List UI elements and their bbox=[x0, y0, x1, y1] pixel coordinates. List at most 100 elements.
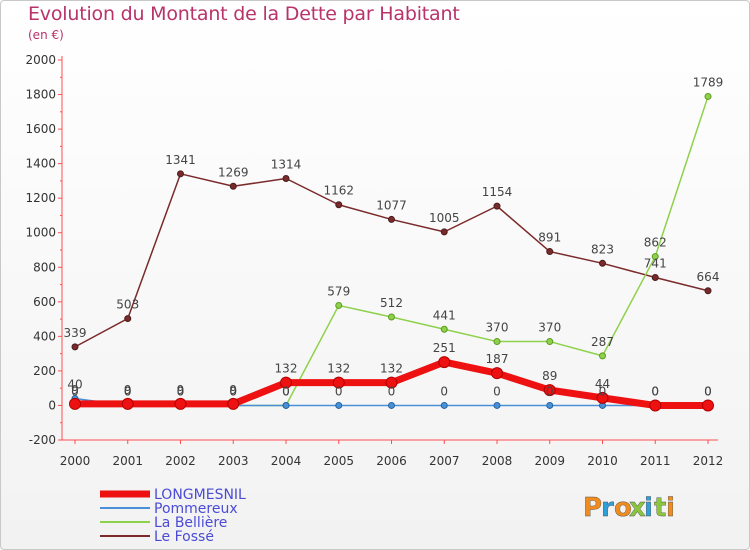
y-tick-label: 400 bbox=[33, 329, 56, 343]
la-belliere-point bbox=[651, 253, 659, 261]
longmesnil-value-label: 187 bbox=[486, 352, 509, 366]
y-tick-label: 1200 bbox=[25, 191, 56, 205]
le-fosse-point bbox=[493, 202, 501, 210]
la-belliere-value-label: 862 bbox=[644, 236, 667, 250]
le-fosse-value-label: 339 bbox=[64, 326, 87, 340]
le-fosse-value-label: 1077 bbox=[376, 198, 407, 212]
x-tick-label: 2001 bbox=[112, 454, 143, 468]
pommereux-value-label: 0 bbox=[493, 384, 501, 398]
y-tick-label: 0 bbox=[48, 398, 56, 412]
longmesnil-value-label: 132 bbox=[327, 362, 350, 376]
la-belliere-value-label: 512 bbox=[380, 296, 403, 310]
legend-label-la-belliere: La Bellière bbox=[154, 515, 227, 531]
x-tick-label: 2004 bbox=[271, 454, 302, 468]
le-fosse-value-label: 1154 bbox=[482, 185, 513, 199]
y-tick-label: 1400 bbox=[25, 157, 56, 171]
la-belliere-value-label: 0 bbox=[282, 384, 290, 398]
chart-title: Evolution du Montant de la Dette par Hab… bbox=[28, 3, 460, 25]
brand-letter: o bbox=[614, 493, 632, 523]
pommereux-value-label: 0 bbox=[177, 384, 185, 398]
le-fosse-value-label: 503 bbox=[116, 298, 139, 312]
y-tick-label: 1000 bbox=[25, 226, 56, 240]
longmesnil-point bbox=[69, 397, 81, 410]
la-belliere-point bbox=[493, 338, 501, 346]
x-tick-label: 2012 bbox=[693, 454, 724, 468]
la-belliere-value-label: 0 bbox=[124, 384, 132, 398]
le-fosse-value-label: 891 bbox=[538, 231, 561, 245]
la-belliere-point bbox=[388, 313, 395, 321]
la-belliere-value-label: 0 bbox=[229, 384, 237, 398]
longmesnil-value-label: 132 bbox=[275, 362, 298, 376]
brand-letter: r bbox=[601, 493, 614, 523]
longmesnil-point bbox=[385, 376, 398, 389]
pommereux-point bbox=[493, 401, 501, 409]
pommereux-point bbox=[388, 401, 395, 409]
le-fosse-point bbox=[229, 182, 237, 190]
le-fosse-point bbox=[335, 201, 343, 209]
le-fosse-point bbox=[71, 343, 79, 351]
brand-letter: i bbox=[666, 493, 675, 523]
axes: -200020040060080010001200140016001800200… bbox=[25, 53, 723, 468]
y-tick-label: 200 bbox=[33, 364, 56, 378]
x-tick-label: 2000 bbox=[60, 454, 91, 468]
longmesnil-point bbox=[649, 399, 662, 412]
la-belliere-value-label: 1789 bbox=[693, 75, 724, 89]
pommereux-value-label: 0 bbox=[651, 384, 659, 398]
pommereux-value-label: 0 bbox=[546, 384, 554, 398]
longmesnil-point bbox=[596, 391, 609, 404]
longmesnil-point bbox=[543, 384, 556, 397]
longmesnil-point bbox=[332, 376, 345, 389]
longmesnil-value-label: 132 bbox=[380, 362, 403, 376]
longmesnil-point bbox=[702, 399, 714, 412]
pommereux-value-label: 0 bbox=[388, 384, 396, 398]
la-belliere-value-label: 579 bbox=[327, 284, 350, 298]
x-tick-label: 2007 bbox=[429, 454, 460, 468]
x-tick-label: 2011 bbox=[640, 454, 671, 468]
la-belliere-value-label: 0 bbox=[177, 384, 185, 398]
longmesnil-value-label: 44 bbox=[595, 377, 610, 391]
brand-letter: i bbox=[644, 493, 653, 523]
longmesnil-value-label: 9 bbox=[229, 383, 237, 397]
la-belliere-value-label: 287 bbox=[591, 335, 614, 349]
x-tick-label: 2009 bbox=[534, 454, 565, 468]
y-tick-label: 1600 bbox=[25, 122, 56, 136]
longmesnil-value-label: 0 bbox=[704, 384, 712, 398]
la-belliere-value-label: 370 bbox=[538, 321, 561, 335]
longmesnil-value-label: 9 bbox=[124, 383, 132, 397]
legend-label-le-fosse: Le Fossé bbox=[154, 529, 214, 545]
y-tick-label: 800 bbox=[33, 260, 56, 274]
x-tick-label: 2005 bbox=[323, 454, 354, 468]
y-tick-label: 2000 bbox=[25, 53, 56, 67]
longmesnil-value-label: 251 bbox=[433, 341, 456, 355]
x-tick-label: 2008 bbox=[482, 454, 513, 468]
le-fosse-point bbox=[546, 248, 554, 256]
pommereux-point bbox=[282, 401, 290, 409]
le-fosse-point bbox=[177, 170, 184, 178]
le-fosse-point bbox=[704, 287, 712, 295]
le-fosse-value-label: 664 bbox=[697, 270, 720, 284]
le-fosse-value-label: 1269 bbox=[218, 165, 249, 179]
x-tick-label: 2003 bbox=[218, 454, 249, 468]
series-points bbox=[69, 92, 714, 412]
chart-unit: (en €) bbox=[28, 28, 64, 42]
longmesnil-point bbox=[121, 397, 134, 410]
y-tick-label: -200 bbox=[29, 433, 56, 447]
le-fosse-point bbox=[388, 215, 395, 223]
la-belliere-value-label: 370 bbox=[486, 321, 509, 335]
le-fosse-value-label: 1314 bbox=[271, 157, 302, 171]
pommereux-point bbox=[440, 401, 448, 409]
le-fosse-value-label: 823 bbox=[591, 242, 614, 256]
pommereux-value-label: 0 bbox=[335, 384, 343, 398]
le-fosse-value-label: 1162 bbox=[323, 184, 354, 198]
longmesnil-value-label: 9 bbox=[71, 383, 79, 397]
le-fosse-point bbox=[440, 228, 448, 236]
longmesnil-value-label: 0 bbox=[651, 384, 659, 398]
la-belliere-point bbox=[546, 338, 554, 346]
data-labels: 339 503 1341 1269 1314 1162 1077 1005 1154 891 823… bbox=[64, 75, 724, 398]
longmesnil-point bbox=[227, 397, 240, 410]
pommereux-point bbox=[335, 401, 343, 409]
x-tick-label: 2002 bbox=[165, 454, 196, 468]
